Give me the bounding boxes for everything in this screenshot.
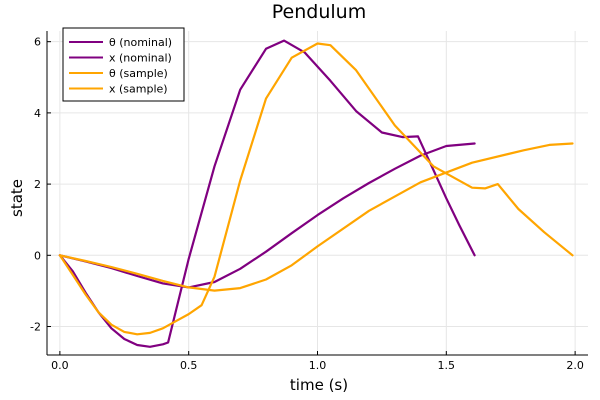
axes: 0.0 0.5 1.0 1.5 2.0 -2 0 2 4 6 (30, 31, 588, 372)
chart-title: Pendulum (272, 1, 366, 23)
x-tick-label: 1.5 (438, 359, 456, 372)
x-tick-label: 2.0 (566, 359, 584, 372)
y-tick-label: 4 (34, 107, 41, 120)
series-line-1 (58, 39, 476, 348)
grid (47, 31, 588, 355)
x-tick-label: 0.0 (51, 359, 69, 372)
legend-label: x (nominal) (109, 52, 172, 65)
series-line-2 (58, 142, 574, 292)
legend-label: θ (nominal) (109, 36, 172, 49)
series-line-3 (58, 42, 574, 336)
y-tick-label: 6 (34, 36, 41, 49)
series-lines (58, 39, 574, 348)
x-tick-label: 0.5 (180, 359, 198, 372)
legend-label: x (sample) (109, 83, 168, 96)
x-axis-label: time (s) (290, 376, 348, 394)
series-line-0 (58, 142, 476, 289)
y-tick-label: 2 (34, 178, 41, 191)
y-axis-label: state (8, 179, 26, 217)
x-tick-label: 1.0 (309, 359, 327, 372)
y-tick-label: -2 (30, 321, 41, 334)
legend: θ (nominal) x (nominal) θ (sample) x (sampl… (62, 27, 185, 102)
legend-label: θ (sample) (109, 67, 168, 80)
y-tick-label: 0 (34, 249, 41, 262)
